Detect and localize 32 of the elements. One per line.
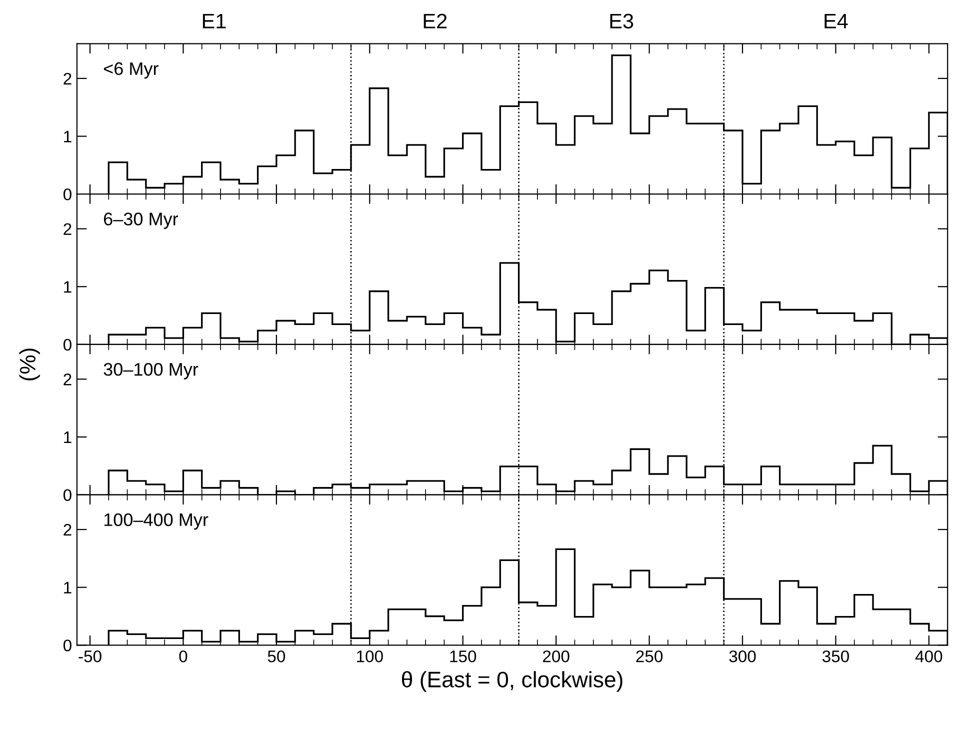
y-tick-label: 1	[64, 130, 72, 142]
annotation: 100–400 Myr	[104, 513, 208, 530]
x-tick-label: 400	[915, 650, 942, 662]
annotation: 30–100 Myr	[104, 362, 198, 380]
x-tick-label: 250	[636, 650, 663, 662]
x-tick-label: 350	[822, 650, 849, 662]
text: E1	[202, 14, 226, 28]
y-tick-label: 1	[64, 582, 72, 594]
y-tick-label: 0	[63, 338, 72, 351]
y-tick-label: 0	[63, 188, 72, 200]
x-tick-label: 150	[450, 650, 476, 662]
annotation: 6–30 Myr	[104, 212, 178, 229]
y-tick-label: 0	[63, 640, 72, 652]
x-tick-label: 300	[729, 650, 756, 662]
text: E4	[824, 14, 848, 28]
y-axis-title: (%)	[19, 348, 40, 380]
y-tick-label: 2	[64, 524, 72, 536]
x-tick-label: -50	[78, 650, 102, 662]
y-tick-label: 2	[64, 374, 72, 386]
y-tick-label: 0	[63, 489, 72, 502]
x-tick-label: 200	[543, 650, 570, 662]
annotation: <6 Myr	[104, 62, 158, 79]
y-tick-label: 2	[64, 72, 72, 84]
x-tick-label: 0	[179, 650, 188, 662]
y-tick-label: 2	[64, 223, 72, 235]
y-tick-label: 1	[64, 281, 72, 293]
x-axis-title: θ (East = 0, clockwise)	[402, 671, 622, 692]
text: E3	[610, 14, 634, 29]
x-tick-label: 50	[268, 650, 286, 662]
x-tick-label: 100	[357, 650, 383, 662]
y-tick-label: 1	[64, 432, 72, 444]
text: E2	[424, 14, 447, 28]
